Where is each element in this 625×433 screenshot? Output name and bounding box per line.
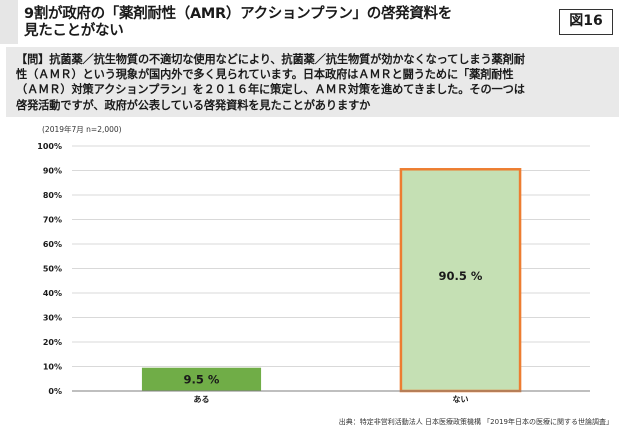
figure-number-badge: 図16 — [559, 9, 613, 35]
data-label: 90.5 % — [439, 269, 483, 283]
data-labels: 9.5 % 90.5 % — [184, 269, 483, 386]
survey-note: (2019年7月 n=2,000) — [42, 125, 122, 134]
question-line-1: 【問】抗菌薬／抗生物質の不適切な使用などにより、抗菌薬／抗生物質が効かなくなって… — [16, 53, 525, 66]
bars — [141, 168, 522, 393]
page-title-line-1: 9割が政府の「薬剤耐性（AMR）アクションプラン」の啓発資料を — [24, 6, 452, 22]
x-tick-label: ある — [194, 395, 210, 404]
page-title-line-2: 見たことがない — [24, 23, 124, 39]
bar — [399, 168, 522, 393]
y-axis-tick-labels: 0% 10% 20% 30% 40% 50% 60% 70% 80% 90% 100% — [37, 142, 62, 396]
page-title: 9割が政府の「薬剤耐性（AMR）アクションプラン」の啓発資料を 見たことがない — [24, 6, 494, 40]
y-tick-label: 10% — [43, 363, 62, 372]
x-axis-tick-labels: ある ない — [194, 395, 469, 404]
x-tick-label: ない — [453, 395, 469, 404]
title-accent-bar — [0, 0, 18, 44]
y-tick-label: 50% — [43, 265, 62, 274]
question-line-2: 性（ＡＭＲ）という現象が国内外で多く見られています。日本政府はＡＭＲと闘うために… — [16, 68, 514, 82]
y-tick-label: 80% — [43, 191, 62, 200]
y-tick-label: 60% — [43, 240, 62, 249]
question-line-3: （ＡＭＲ）対策アクションプラン」を２０１６年に策定し、ＡＭＲ対策を進めてきました… — [16, 83, 525, 97]
y-tick-label: 30% — [43, 314, 62, 323]
y-tick-label: 100% — [37, 142, 62, 151]
data-label: 9.5 % — [184, 372, 220, 386]
y-tick-label: 90% — [43, 167, 62, 176]
question-line-4: 啓発活動ですが、政府が公表している啓発資料を見たことがありますか — [16, 98, 371, 112]
y-tick-label: 70% — [43, 216, 62, 225]
y-tick-label: 40% — [43, 289, 62, 298]
survey-question-box: 【問】抗菌薬／抗生物質の不適切な使用などにより、抗菌薬／抗生物質が効かなくなって… — [6, 47, 619, 117]
y-tick-label: 20% — [43, 338, 62, 347]
source-citation: 出典：特定非営利活動法人 日本医療政策機構 「2019年日本の医療に関する世論調… — [338, 418, 613, 426]
bar — [141, 367, 262, 391]
y-tick-label: 0% — [48, 387, 62, 396]
